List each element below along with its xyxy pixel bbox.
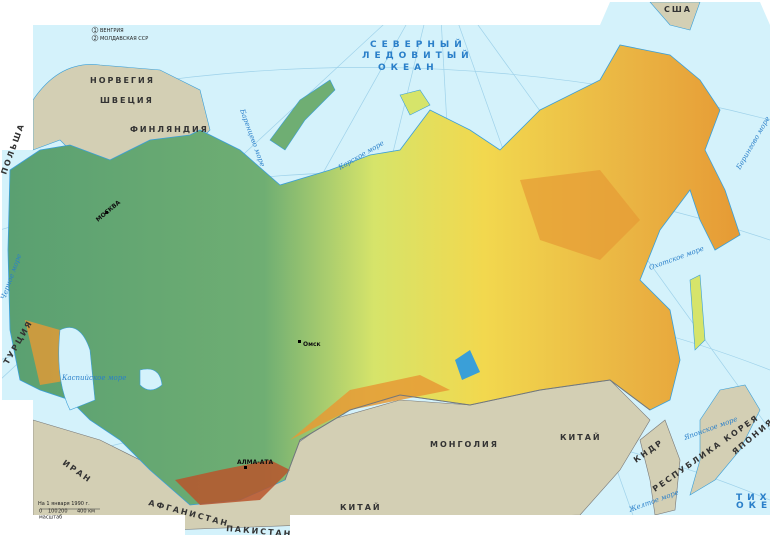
country-label-china-south: КИТАЙ — [340, 501, 382, 512]
scale-unit-label: масштаб — [39, 515, 62, 521]
ocean-label-arctic: ЛЕДОВИТЫЙ — [362, 49, 474, 61]
ocean-label-arctic: СЕВЕРНЫЙ — [370, 38, 467, 50]
country-label-china-north: КИТАЙ — [560, 431, 602, 442]
caspian-sea — [58, 327, 96, 411]
ussr-land — [7, 44, 741, 506]
alaska-land — [649, 2, 701, 31]
country-label-usa: США — [664, 5, 692, 14]
legend-label: МОЛДАВСКАЯ ССР — [100, 36, 148, 42]
scale-tick: 200 — [58, 509, 68, 515]
sea-label-caspian: Каспийское море — [61, 374, 126, 382]
legend-label: ВЕНГРИЯ — [100, 28, 124, 34]
legend-number: 1 — [94, 28, 97, 34]
country-label-mongolia: МОНГОЛИЯ — [430, 440, 499, 449]
sakhalin — [689, 274, 706, 351]
date-note: На 1 января 1990 г. — [38, 501, 90, 507]
legend-number: 2 — [94, 36, 97, 42]
legend: 1 ВЕНГРИЯ 2 МОЛДАВСКАЯ ССР — [91, 26, 148, 42]
legend-marker-2 — [91, 34, 99, 42]
scale-tick: 0 — [39, 509, 42, 515]
scale-tick: 100 — [48, 509, 58, 515]
ocean-label-pacific: ОКЕАН — [736, 501, 770, 511]
ussr-south-border — [284, 379, 651, 481]
ocean-label-arctic: ОКЕАН — [378, 63, 439, 73]
city-marker — [244, 466, 247, 469]
legend-marker-1 — [91, 26, 99, 34]
mountain-relief — [25, 320, 70, 385]
severnaya-zemlya — [399, 89, 431, 116]
country-label-pakistan: ПАКИСТАН — [226, 524, 293, 535]
korea-land — [639, 419, 681, 516]
city-marker — [105, 211, 108, 214]
country-label-sweden: ШВЕЦИЯ — [100, 96, 154, 105]
mountain-relief — [175, 460, 290, 505]
country-label-finland: ФИНЛЯНДИЯ — [130, 125, 209, 134]
country-label-norway: НОРВЕГИЯ — [90, 76, 155, 85]
scale-tick: 400 км — [77, 509, 95, 515]
city-marker — [298, 340, 301, 343]
city-label-omsk: Омск — [303, 341, 321, 348]
novaya-zemlya — [269, 79, 336, 151]
scale-bar: 0 100 200 400 км масштаб — [39, 509, 100, 521]
mountain-relief — [290, 375, 450, 440]
city-label-almaty: АЛМА-АТА — [237, 459, 273, 466]
baikal-lake — [455, 350, 480, 380]
aral-sea — [139, 368, 163, 391]
mountain-relief — [520, 170, 640, 260]
ocean-label-pacific: ТИХИЙ — [736, 491, 770, 503]
japan-land — [689, 384, 761, 496]
